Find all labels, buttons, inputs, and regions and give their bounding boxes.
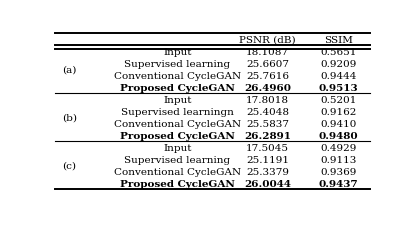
Text: Supervised learning: Supervised learning (124, 155, 230, 164)
Text: 0.4929: 0.4929 (320, 143, 356, 152)
Text: (a): (a) (62, 66, 77, 75)
Text: Proposed CycleGAN: Proposed CycleGAN (120, 179, 235, 188)
Text: Conventional CycleGAN: Conventional CycleGAN (114, 119, 241, 128)
Text: 0.5201: 0.5201 (320, 96, 356, 104)
Text: 25.5837: 25.5837 (246, 119, 289, 128)
Text: 25.3379: 25.3379 (246, 167, 289, 176)
Text: 0.9513: 0.9513 (318, 84, 358, 92)
Text: 0.5651: 0.5651 (320, 48, 356, 57)
Text: 0.9162: 0.9162 (320, 107, 356, 116)
Text: PSNR (dB): PSNR (dB) (239, 36, 295, 45)
Text: Conventional CycleGAN: Conventional CycleGAN (114, 167, 241, 176)
Text: Input: Input (163, 143, 192, 152)
Text: 0.9410: 0.9410 (320, 119, 356, 128)
Text: Input: Input (163, 48, 192, 57)
Text: 25.7616: 25.7616 (246, 72, 289, 81)
Text: 25.6607: 25.6607 (246, 60, 289, 69)
Text: Input: Input (163, 96, 192, 104)
Text: 0.9437: 0.9437 (318, 179, 358, 188)
Text: Proposed CycleGAN: Proposed CycleGAN (120, 84, 235, 92)
Text: (c): (c) (63, 161, 76, 170)
Text: Conventional CycleGAN: Conventional CycleGAN (114, 72, 241, 81)
Text: 0.9444: 0.9444 (320, 72, 356, 81)
Text: 0.9209: 0.9209 (320, 60, 356, 69)
Text: 0.9480: 0.9480 (318, 131, 358, 140)
Text: Proposed CycleGAN: Proposed CycleGAN (120, 131, 235, 140)
Text: 17.5045: 17.5045 (246, 143, 289, 152)
Text: Supervised learning: Supervised learning (124, 60, 230, 69)
Text: 17.8018: 17.8018 (246, 96, 289, 104)
Text: 26.2891: 26.2891 (244, 131, 291, 140)
Text: 26.0044: 26.0044 (244, 179, 291, 188)
Text: 26.4960: 26.4960 (244, 84, 291, 92)
Text: 0.9113: 0.9113 (320, 155, 356, 164)
Text: (b): (b) (62, 114, 77, 122)
Text: 25.1191: 25.1191 (246, 155, 289, 164)
Text: 25.4048: 25.4048 (246, 107, 289, 116)
Text: Supervised learningn: Supervised learningn (121, 107, 234, 116)
Text: 18.1087: 18.1087 (246, 48, 289, 57)
Text: SSIM: SSIM (324, 36, 353, 45)
Text: 0.9369: 0.9369 (320, 167, 356, 176)
